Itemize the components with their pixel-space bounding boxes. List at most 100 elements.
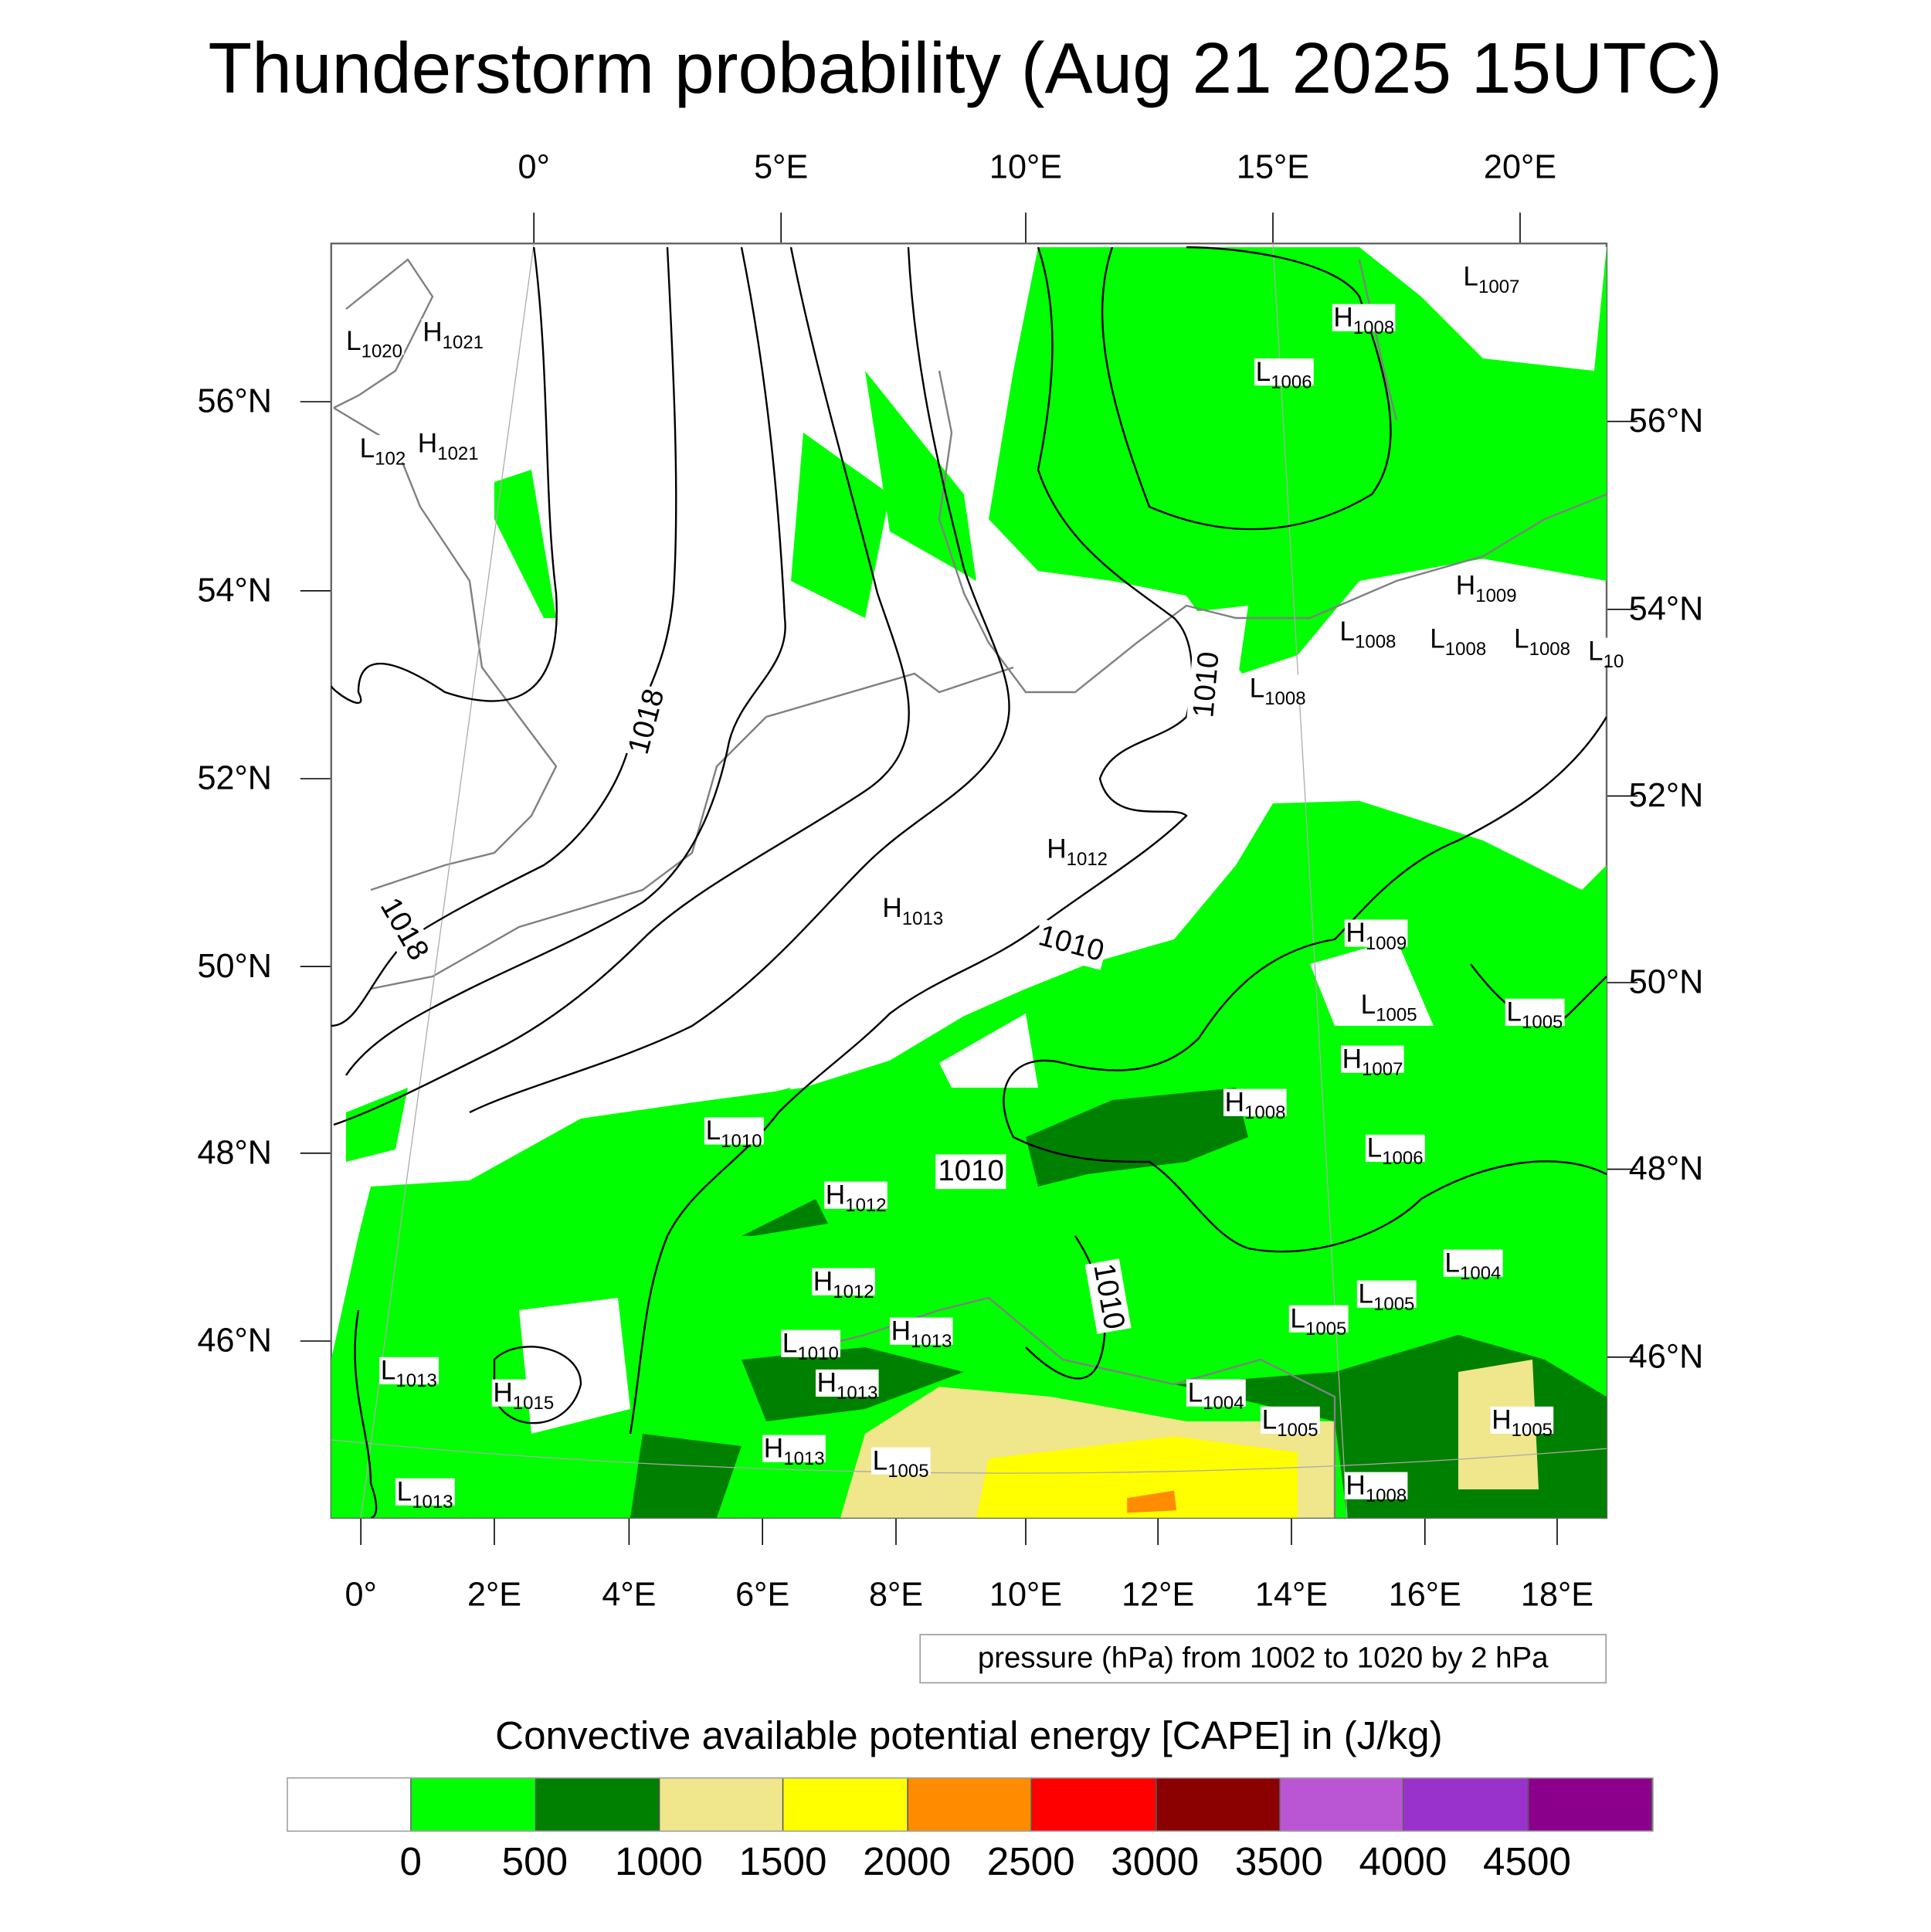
pressure-type: H xyxy=(423,316,443,348)
pressure-value: 1013 xyxy=(901,908,944,930)
pressure-type: L xyxy=(396,1475,412,1507)
isobar-label: 1010 xyxy=(1032,918,1110,970)
colorbar-tick-label: 3000 xyxy=(1111,1839,1200,1884)
low-pressure-label: L1008 xyxy=(1428,625,1488,659)
low-pressure-label: L1013 xyxy=(395,1478,455,1512)
pressure-value: 1005 xyxy=(1522,1012,1563,1034)
high-pressure-label: H1013 xyxy=(762,1435,826,1469)
bottom-axis-label: 2°E xyxy=(467,1576,522,1613)
pressure-type: L xyxy=(1360,989,1376,1020)
top-axis-label: 15°E xyxy=(1236,148,1310,185)
low-pressure-label: L1004 xyxy=(1443,1249,1502,1283)
pressure-value: 1015 xyxy=(512,1393,555,1414)
pressure-type: L xyxy=(1187,1377,1203,1408)
pressure-type: H xyxy=(891,1315,911,1346)
pressure-value: 1005 xyxy=(1277,1420,1318,1441)
pressure-type: H xyxy=(816,1367,837,1398)
pressure-value: 1006 xyxy=(1271,372,1312,393)
low-pressure-label: L1006 xyxy=(1254,355,1314,392)
pressure-value: 1008 xyxy=(1355,631,1396,653)
left-axis-label: 56°N xyxy=(197,382,272,420)
colorbar-tick-label: 500 xyxy=(501,1839,568,1884)
low-pressure-label: L1004 xyxy=(1186,1377,1246,1413)
pressure-type: H xyxy=(417,427,438,459)
pressure-type: H xyxy=(825,1179,846,1210)
pressure-type: H xyxy=(882,892,902,924)
right-axis-label: 54°N xyxy=(1628,590,1704,627)
pressure-type: L xyxy=(359,433,375,463)
pressure-value: 1007 xyxy=(1362,1059,1403,1081)
pressure-type: L xyxy=(1290,1302,1305,1334)
colorbar-swatch xyxy=(660,1778,785,1831)
pressure-type: H xyxy=(1346,1469,1366,1501)
low-pressure-label: L1010 xyxy=(781,1327,840,1363)
pressure-value: 10 xyxy=(1603,651,1624,673)
low-pressure-label: L1005 xyxy=(1505,996,1564,1032)
pressure-value: 1005 xyxy=(1511,1420,1553,1441)
pressure-value: 1005 xyxy=(1376,1004,1417,1026)
pressure-type: L xyxy=(1514,623,1529,654)
pressure-value: 1005 xyxy=(1373,1294,1415,1316)
high-pressure-label: H1007 xyxy=(1341,1043,1405,1079)
colorbar-swatch xyxy=(287,1778,412,1831)
pressure-value: 1013 xyxy=(911,1331,952,1353)
colorbar xyxy=(287,1777,1654,1832)
colorbar-tick-label: 4000 xyxy=(1359,1839,1447,1884)
high-pressure-label: H1012 xyxy=(824,1179,888,1215)
colorbar-swatch xyxy=(535,1778,660,1831)
map-area[interactable]: L1020 H1021 L102 H1021 L1007 H1008 L1006 H1009 L… xyxy=(331,243,1625,1518)
high-pressure-label: H1013 xyxy=(816,1367,880,1403)
pressure-type: H xyxy=(1342,1043,1363,1075)
low-pressure-label: L1005 xyxy=(1356,1280,1416,1314)
pressure-value: 1012 xyxy=(1066,849,1108,871)
isobar-label: 1010 xyxy=(1084,1258,1132,1335)
cape-field-1500-2000 xyxy=(976,1436,1298,1518)
isobar-label: 1010 xyxy=(1186,647,1228,722)
low-pressure-label: L1008 xyxy=(1248,672,1308,708)
high-pressure-label: H1005 xyxy=(1490,1404,1554,1440)
high-pressure-label: H1008 xyxy=(1344,1469,1408,1506)
pressure-value: 1007 xyxy=(1478,277,1520,298)
colorbar-swatch xyxy=(784,1778,908,1831)
pressure-value: 1008 xyxy=(1529,639,1570,660)
pressure-type: L xyxy=(1366,1132,1383,1163)
high-pressure-label: H1021 xyxy=(416,427,480,463)
pressure-value: 1009 xyxy=(1475,586,1517,607)
pressure-value: 1005 xyxy=(887,1461,929,1482)
bottom-axis-label: 12°E xyxy=(1122,1576,1195,1613)
right-axis-label: 50°N xyxy=(1628,963,1704,1001)
pressure-value: 1006 xyxy=(1382,1148,1424,1170)
pressure-type: H xyxy=(1333,301,1353,333)
high-pressure-label: H1013 xyxy=(881,892,945,929)
colorbar-tick-label: 2500 xyxy=(986,1839,1075,1884)
left-axis-label: 52°N xyxy=(197,759,272,797)
bottom-axis-label: 16°E xyxy=(1388,1576,1461,1613)
high-pressure-label: H1009 xyxy=(1454,572,1519,606)
colorbar-swatch xyxy=(1528,1778,1653,1831)
pressure-value: 1009 xyxy=(1365,933,1407,955)
pressure-value: 1008 xyxy=(1365,1486,1407,1507)
high-pressure-label: H1015 xyxy=(491,1379,555,1413)
pressure-value: 1012 xyxy=(833,1282,874,1303)
pressure-type: L xyxy=(1255,355,1271,387)
pressure-type: L xyxy=(1339,615,1355,647)
bottom-axis-label: 4°E xyxy=(602,1576,657,1613)
pressure-type: L xyxy=(705,1115,721,1146)
pressure-type: L xyxy=(1506,996,1522,1027)
pressure-value: 1013 xyxy=(837,1383,878,1404)
pressure-type: L xyxy=(1588,635,1604,667)
top-axis-label: 10°E xyxy=(989,148,1063,185)
pressure-value: 1021 xyxy=(437,443,479,465)
top-axis-label: 20°E xyxy=(1483,148,1557,185)
left-axis-label: 50°N xyxy=(197,947,272,985)
right-axis-label: 46°N xyxy=(1628,1338,1704,1375)
low-pressure-label: L1005 xyxy=(871,1447,931,1481)
pressure-type: L xyxy=(1249,672,1265,704)
high-pressure-label: H1008 xyxy=(1223,1088,1288,1122)
low-pressure-label: L1006 xyxy=(1366,1132,1425,1168)
pressure-type: H xyxy=(1492,1404,1512,1435)
isobar-label: 1010 xyxy=(935,1154,1007,1190)
bottom-axis-label: 0° xyxy=(344,1576,377,1613)
colorbar-swatch xyxy=(1403,1778,1529,1831)
pressure-type: L xyxy=(782,1327,798,1359)
